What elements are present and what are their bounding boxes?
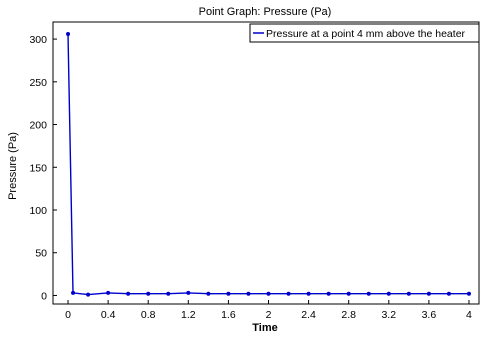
series-line [67, 33, 469, 296]
series-point [246, 291, 251, 296]
legend-box [249, 23, 480, 43]
series-point [71, 290, 76, 295]
x-tick-label: 1.6 [221, 309, 236, 321]
series-point [146, 291, 151, 296]
x-tick-label: 2.8 [341, 309, 356, 321]
legend-entry-label: Pressure at a point 4 mm above the heate… [266, 28, 466, 40]
series-point [206, 291, 211, 296]
series-point [66, 31, 71, 36]
plot-area-frame [52, 21, 480, 305]
chart-title: Point Graph: Pressure (Pa) [199, 6, 332, 18]
series-point [386, 291, 391, 296]
series-point [426, 291, 431, 296]
y-tick-label: 200 [29, 120, 47, 132]
x-tick-label: 0 [65, 309, 71, 321]
series-point [226, 291, 231, 296]
series-point [86, 292, 91, 297]
axes-layer: 0 0.4 0.8 1.2 1.6 2 2.4 2.8 3.2 3.6 4 0 50 100 150 200 2… [29, 21, 480, 321]
series-point [266, 291, 271, 296]
x-tick-label: 0.8 [141, 309, 156, 321]
x-tick-label: 0.4 [101, 309, 116, 321]
x-tick-label: 4 [466, 309, 472, 321]
series-point [166, 291, 171, 296]
x-axis-label: Time [252, 322, 277, 334]
series-point [466, 291, 471, 296]
series-point [366, 291, 371, 296]
series-point [286, 291, 291, 296]
series-point [406, 291, 411, 296]
x-tick-label: 3.2 [381, 309, 396, 321]
series-point [346, 291, 351, 296]
series-point [326, 291, 331, 296]
x-tick-label: 1.2 [181, 309, 196, 321]
series-point [126, 291, 131, 296]
legend: Pressure at a point 4 mm above the heate… [249, 23, 480, 43]
x-tick-label: 3.6 [422, 309, 437, 321]
y-tick-label: 300 [29, 34, 47, 46]
x-tick-label: 2 [266, 309, 272, 321]
y-tick-label: 100 [29, 205, 47, 217]
y-tick-label: 150 [29, 162, 47, 174]
y-tick-label: 250 [29, 77, 47, 89]
series-point [306, 291, 311, 296]
x-tick-label: 2.4 [301, 309, 316, 321]
series-point [186, 290, 191, 295]
series-point [106, 290, 111, 295]
series-point [446, 291, 451, 296]
series-layer [66, 31, 471, 297]
y-axis-label: Pressure (Pa) [7, 132, 19, 200]
y-tick-label: 50 [35, 248, 47, 260]
y-tick-label: 0 [41, 290, 47, 302]
